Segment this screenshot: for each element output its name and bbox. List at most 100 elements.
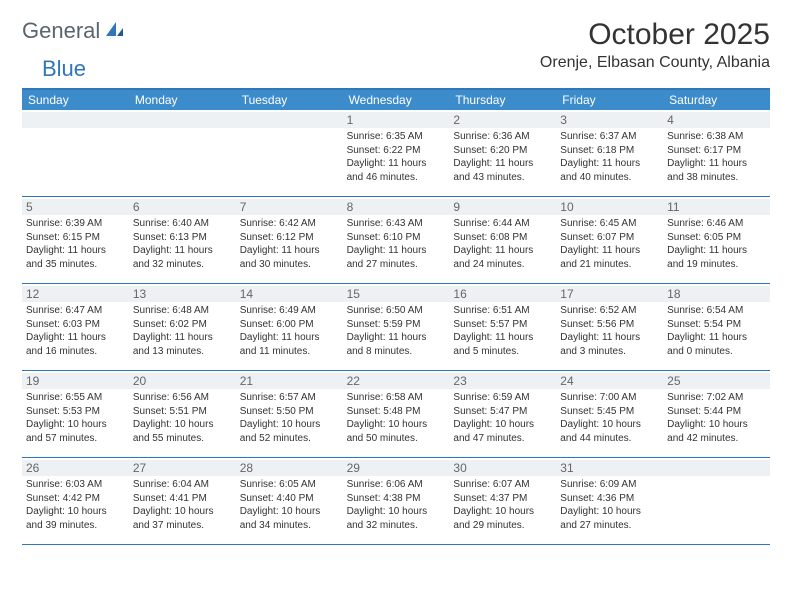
sunrise-line: Sunrise: 6:57 AM [240,391,339,405]
daylight-line: and 27 minutes. [347,258,446,272]
sunset-line: Sunset: 5:54 PM [667,318,766,332]
sunset-line: Sunset: 6:05 PM [667,231,766,245]
daylight-line: Daylight: 11 hours [240,244,339,258]
day-number: 13 [129,286,236,302]
day-number-empty [129,112,236,128]
day-cell: 31Sunrise: 6:09 AMSunset: 4:36 PMDayligh… [556,458,663,544]
sunrise-line: Sunrise: 6:47 AM [26,304,125,318]
sunrise-line: Sunrise: 6:05 AM [240,478,339,492]
sunrise-line: Sunrise: 6:42 AM [240,217,339,231]
daylight-line: Daylight: 11 hours [133,244,232,258]
day-cell [236,110,343,196]
daylight-line: and 40 minutes. [560,171,659,185]
dow-thursday: Thursday [449,90,556,110]
sunset-line: Sunset: 5:47 PM [453,405,552,419]
sunset-line: Sunset: 5:53 PM [26,405,125,419]
sunset-line: Sunset: 6:07 PM [560,231,659,245]
daylight-line: Daylight: 10 hours [240,418,339,432]
daylight-line: and 43 minutes. [453,171,552,185]
sunrise-line: Sunrise: 6:35 AM [347,130,446,144]
sunrise-line: Sunrise: 6:52 AM [560,304,659,318]
day-cell: 27Sunrise: 6:04 AMSunset: 4:41 PMDayligh… [129,458,236,544]
day-cell: 3Sunrise: 6:37 AMSunset: 6:18 PMDaylight… [556,110,663,196]
day-cell: 15Sunrise: 6:50 AMSunset: 5:59 PMDayligh… [343,284,450,370]
sunset-line: Sunset: 6:00 PM [240,318,339,332]
week-row: 5Sunrise: 6:39 AMSunset: 6:15 PMDaylight… [22,197,770,284]
brand-part2: Blue [42,56,86,82]
day-number: 16 [449,286,556,302]
sunset-line: Sunset: 5:59 PM [347,318,446,332]
daylight-line: and 24 minutes. [453,258,552,272]
sunset-line: Sunset: 5:45 PM [560,405,659,419]
sunrise-line: Sunrise: 6:03 AM [26,478,125,492]
day-number: 9 [449,199,556,215]
brand-part1: General [22,18,100,44]
day-cell [22,110,129,196]
day-number-empty [22,112,129,128]
sunrise-line: Sunrise: 6:40 AM [133,217,232,231]
day-number: 12 [22,286,129,302]
title-block: October 2025 Orenje, Elbasan County, Alb… [540,18,770,72]
day-cell: 11Sunrise: 6:46 AMSunset: 6:05 PMDayligh… [663,197,770,283]
sunset-line: Sunset: 4:41 PM [133,492,232,506]
daylight-line: and 34 minutes. [240,519,339,533]
sunset-line: Sunset: 6:18 PM [560,144,659,158]
day-cell: 29Sunrise: 6:06 AMSunset: 4:38 PMDayligh… [343,458,450,544]
day-cell: 18Sunrise: 6:54 AMSunset: 5:54 PMDayligh… [663,284,770,370]
sunrise-line: Sunrise: 6:49 AM [240,304,339,318]
calendar: Sunday Monday Tuesday Wednesday Thursday… [22,88,770,545]
day-number: 10 [556,199,663,215]
day-number: 4 [663,112,770,128]
day-number: 18 [663,286,770,302]
daylight-line: Daylight: 10 hours [240,505,339,519]
sunrise-line: Sunrise: 6:07 AM [453,478,552,492]
day-number: 28 [236,460,343,476]
day-number: 7 [236,199,343,215]
daylight-line: and 37 minutes. [133,519,232,533]
sunrise-line: Sunrise: 6:09 AM [560,478,659,492]
daylight-line: and 47 minutes. [453,432,552,446]
sunrise-line: Sunrise: 6:37 AM [560,130,659,144]
daylight-line: Daylight: 10 hours [347,505,446,519]
day-number: 22 [343,373,450,389]
daylight-line: Daylight: 11 hours [133,331,232,345]
day-number: 1 [343,112,450,128]
day-number: 8 [343,199,450,215]
day-number: 19 [22,373,129,389]
daylight-line: and 44 minutes. [560,432,659,446]
daylight-line: Daylight: 11 hours [560,331,659,345]
daylight-line: and 16 minutes. [26,345,125,359]
day-number: 23 [449,373,556,389]
week-row: 26Sunrise: 6:03 AMSunset: 4:42 PMDayligh… [22,458,770,545]
day-cell: 8Sunrise: 6:43 AMSunset: 6:10 PMDaylight… [343,197,450,283]
sunrise-line: Sunrise: 6:46 AM [667,217,766,231]
sunrise-line: Sunrise: 6:38 AM [667,130,766,144]
day-cell [663,458,770,544]
daylight-line: Daylight: 11 hours [560,157,659,171]
day-number: 14 [236,286,343,302]
day-number: 20 [129,373,236,389]
day-cell: 16Sunrise: 6:51 AMSunset: 5:57 PMDayligh… [449,284,556,370]
day-cell: 14Sunrise: 6:49 AMSunset: 6:00 PMDayligh… [236,284,343,370]
sunrise-line: Sunrise: 6:06 AM [347,478,446,492]
sunset-line: Sunset: 6:10 PM [347,231,446,245]
sunrise-line: Sunrise: 6:56 AM [133,391,232,405]
sunset-line: Sunset: 6:13 PM [133,231,232,245]
day-cell: 19Sunrise: 6:55 AMSunset: 5:53 PMDayligh… [22,371,129,457]
daylight-line: and 21 minutes. [560,258,659,272]
daylight-line: Daylight: 10 hours [667,418,766,432]
sunset-line: Sunset: 4:36 PM [560,492,659,506]
daylight-line: Daylight: 10 hours [453,418,552,432]
daylight-line: and 57 minutes. [26,432,125,446]
day-number: 29 [343,460,450,476]
daylight-line: Daylight: 11 hours [667,157,766,171]
sunrise-line: Sunrise: 6:55 AM [26,391,125,405]
day-number: 30 [449,460,556,476]
daylight-line: Daylight: 10 hours [26,505,125,519]
daylight-line: Daylight: 11 hours [667,244,766,258]
daylight-line: and 42 minutes. [667,432,766,446]
daylight-line: and 52 minutes. [240,432,339,446]
dow-saturday: Saturday [663,90,770,110]
sunset-line: Sunset: 4:37 PM [453,492,552,506]
daylight-line: and 8 minutes. [347,345,446,359]
